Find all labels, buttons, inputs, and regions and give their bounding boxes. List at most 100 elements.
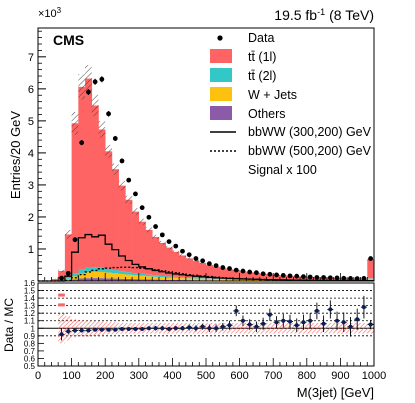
ratio-point-4 [86,328,91,333]
ratio-ytick-label-11: 1.6 [24,279,36,288]
stack-bar-others-10 [105,278,113,281]
ratio-band-bin-6 [78,319,86,337]
stack-bar-wjets-29 [232,279,240,281]
ratio-point-20 [193,326,198,331]
hatch-bin-22 [185,257,193,260]
stack-bar-wjets-26 [212,279,220,281]
hatch-bin-20 [172,250,180,254]
ratio-point-41 [335,318,340,323]
stack-bar-ttbar_2l-25 [206,278,214,279]
x-tick-label-8: 800 [298,370,316,382]
stack-bar-wjets-7 [85,272,93,279]
ratio-point-44 [355,317,360,322]
ratio-point-2 [72,328,77,333]
hatch-bin-4 [64,229,72,239]
data-point-1 [65,270,71,276]
data-point-17 [173,243,179,249]
stack-bar-wjets-9 [98,271,106,279]
data-point-25 [227,266,232,271]
x-tick-label-7: 700 [264,370,282,382]
x-tick-label-6: 600 [230,370,248,382]
ratio-ytick-label-6: 1.1 [24,317,36,326]
ratio-point-25 [227,323,232,328]
ratio-band-bin-34 [266,322,274,334]
stack-bar-wjets-6 [78,273,86,279]
hatch-bin-11 [111,163,119,175]
stack-bar-ttbar_1l-26 [212,266,220,279]
ratio-y-title: Data / MC [2,298,16,352]
ratio-point-3 [79,328,84,333]
stack-bar-wjets-28 [226,279,234,281]
legend-data-marker [217,35,223,41]
hatch-bin-3 [58,269,65,273]
stack-bar-ttbar_2l-18 [158,275,166,278]
stack-bar-ttbar_1l-27 [219,268,227,279]
data-point-21 [200,258,206,264]
ratio-point-11 [133,327,138,332]
ratio-band-bin-41 [313,322,321,334]
ratio-ytick-label-2: 0.7 [24,347,36,356]
ratio-band-bin-5 [71,319,79,338]
data-point-29 [254,270,259,276]
data-point-38 [314,275,320,280]
data-point-30 [260,271,266,277]
data-point-23 [213,263,219,269]
ratio-band-bin-7 [85,319,92,337]
ratio-point-35 [294,323,299,328]
data-point-40 [327,275,333,281]
legend: Data tt̄ (1l) tt̄ (2l) W + Jets Others b… [210,31,372,177]
stack-bar-ttbar_1l-21 [179,255,187,278]
stack-bar-wjets-25 [206,278,214,281]
legend-sig2-label: bbWW (500,200) GeV [248,144,372,158]
legend-sig1-label: bbWW (300,200) GeV [248,125,372,139]
stack-bar-ttbar_1l-19 [165,247,173,277]
hatch-bin-13 [125,195,133,204]
ratio-ytick-label-10: 1.5 [24,287,36,296]
ratio-band-bin-36 [279,322,287,334]
stack-bar-others-6 [78,278,86,281]
x-tick-label-2: 200 [96,370,114,382]
stack-bar-ttbar_2l-7 [85,267,93,273]
stack-bar-others-17 [152,279,160,281]
ratio-point-46 [368,322,373,327]
stack-bar-ttbar_1l-12 [118,185,126,272]
data-point-8 [112,136,118,141]
legend-ttbar-2l-swatch [210,68,232,82]
ratio-point-23 [214,326,219,331]
stack-bar-ttbar_1l-7 [85,78,93,268]
x-tick-label-3: 300 [130,370,148,382]
ratio-panel: 0.50.60.70.80.911.11.21.31.41.51.6 0 100 2… [2,279,386,400]
stack-bar-wjets-17 [152,276,160,280]
luminosity-label: 19.5 fb-1 (8 TeV) [274,7,374,23]
hatch-bin-7 [85,65,92,92]
stack-bar-ttbar_2l-21 [179,277,187,279]
stack-bar-others-14 [132,279,140,281]
ratio-point-43 [348,324,353,329]
stack-bar-wjets-11 [111,273,119,279]
stack-bar-ttbar_2l-13 [125,272,133,275]
ratio-point-12 [140,327,145,332]
data-point-6 [99,76,105,82]
stack-bar-wjets-12 [118,273,126,279]
data-point-22 [206,261,212,267]
ratio-point-10 [126,327,131,332]
data-point-26 [233,267,239,273]
legend-wjets-swatch [210,87,232,101]
main-ytick-label-1: 2 [28,212,34,224]
data-point-9 [119,158,125,164]
main-y-axis: 1 2 3 4 5 6 7 [28,30,46,275]
ratio-ytick-label-9: 1.4 [24,294,36,303]
stack-bar-ttbar_1l-18 [158,242,166,276]
stack-bar-ttbar_1l-33 [259,273,267,280]
stack-bar-wjets-22 [185,278,193,281]
hatch-bin-5 [71,111,79,135]
stack-bar-others-5 [71,279,79,281]
data-point-10 [126,177,132,183]
stack-bar-others-13 [125,278,133,281]
stack-bar-others-20 [172,279,180,281]
main-ytick-label-5: 6 [28,84,34,96]
stack-bar-ttbar_2l-5 [71,273,79,277]
hatch-bin-16 [145,227,153,233]
data-point-24 [220,265,226,270]
